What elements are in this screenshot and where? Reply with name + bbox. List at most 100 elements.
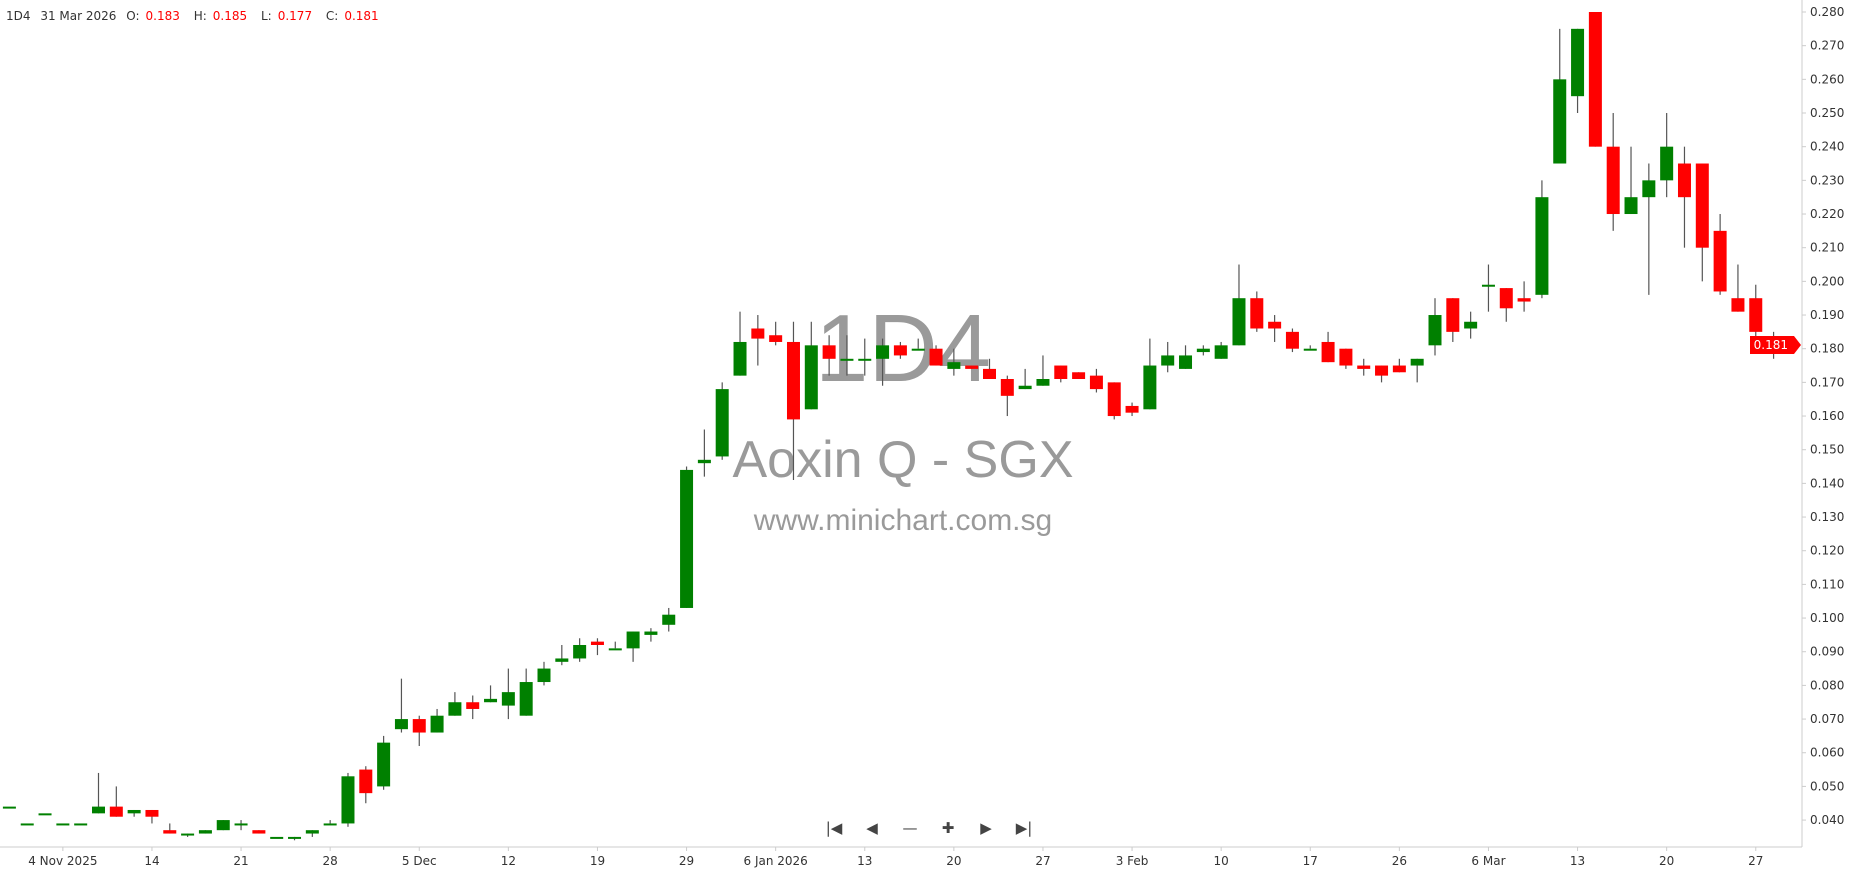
- candle-up: [394, 719, 408, 730]
- x-tick-label: 13: [857, 854, 872, 868]
- candle-up: [127, 809, 141, 814]
- x-tick-label: 10: [1214, 854, 1229, 868]
- y-tick-label: 0.210: [1810, 241, 1844, 255]
- candle-up: [715, 389, 729, 457]
- candle-down: [1339, 348, 1353, 366]
- candle-up: [448, 702, 462, 716]
- x-tick-label: 27: [1035, 854, 1050, 868]
- candle-down: [1517, 298, 1531, 302]
- y-tick-label: 0.150: [1810, 443, 1844, 457]
- candle-up: [1642, 180, 1656, 198]
- candle-down: [1000, 379, 1014, 396]
- prev-icon[interactable]: ◀: [866, 819, 878, 837]
- x-tick-label: 5 Dec: [402, 854, 437, 868]
- watermark-site: www.minichart.com.sg: [753, 504, 1053, 537]
- candle-up: [1428, 315, 1442, 346]
- last-icon[interactable]: ▶|: [1015, 819, 1033, 837]
- y-tick-label: 0.050: [1810, 779, 1844, 793]
- candle-up: [608, 648, 622, 651]
- close-label: C:: [325, 9, 339, 23]
- next-icon[interactable]: ▶: [980, 819, 992, 837]
- x-tick-label: 6 Jan 2026: [744, 854, 808, 868]
- candle-down: [359, 769, 373, 794]
- candle-up: [1143, 365, 1157, 410]
- interval-label: 1D4: [6, 9, 31, 23]
- candle-down: [929, 348, 943, 366]
- candle-down: [145, 809, 159, 817]
- y-tick-label: 0.220: [1810, 207, 1844, 221]
- candle-up: [573, 644, 587, 659]
- low-label: L:: [260, 9, 272, 23]
- candle-up: [2, 806, 16, 809]
- candle-down: [822, 345, 836, 359]
- y-tick-label: 0.080: [1810, 678, 1844, 692]
- candle-up: [234, 823, 248, 826]
- candle-up: [858, 358, 872, 361]
- candle-up: [270, 836, 284, 839]
- candle-down: [769, 335, 783, 342]
- last-price-tag: 0.181: [1749, 336, 1802, 355]
- candle-up: [1535, 197, 1549, 295]
- x-tick-label: 6 Mar: [1471, 854, 1505, 868]
- y-tick-label: 0.280: [1810, 5, 1844, 19]
- candle-up: [662, 614, 676, 625]
- candle-down: [1375, 365, 1389, 376]
- x-tick-label: 12: [501, 854, 516, 868]
- open-value: 0.183: [145, 9, 180, 23]
- candle-up: [181, 833, 195, 836]
- candle-up: [1161, 355, 1175, 366]
- candle-up: [1660, 146, 1674, 181]
- y-tick-label: 0.060: [1810, 746, 1844, 760]
- candle-up: [680, 469, 694, 608]
- candle-up: [537, 668, 551, 683]
- candle-down: [163, 830, 177, 834]
- high-value: 0.185: [212, 9, 248, 23]
- candle-up: [323, 823, 337, 826]
- y-tick-label: 0.270: [1810, 39, 1844, 53]
- y-tick-label: 0.100: [1810, 611, 1844, 625]
- candle-up: [626, 631, 640, 649]
- bar-date: 31 Mar 2026: [40, 9, 117, 23]
- y-tick-label: 0.040: [1810, 813, 1844, 827]
- candle-down: [1250, 298, 1264, 329]
- y-tick-label: 0.250: [1810, 106, 1844, 120]
- candle-up: [20, 823, 34, 826]
- candle-down: [965, 365, 979, 369]
- candle-down: [893, 345, 907, 356]
- chart-navigation: |◀ ◀ — ✚ ▶ ▶|: [822, 818, 1036, 838]
- x-tick-label: 17: [1303, 854, 1318, 868]
- candle-up: [876, 345, 890, 359]
- candle-up: [1179, 355, 1193, 369]
- y-tick-label: 0.200: [1810, 274, 1844, 288]
- y-tick-label: 0.160: [1810, 409, 1844, 423]
- candle-down: [1107, 382, 1121, 417]
- candle-up: [501, 692, 515, 706]
- candle-up: [1303, 348, 1317, 351]
- x-tick-label: 21: [233, 854, 248, 868]
- x-tick-label: 20: [1659, 854, 1674, 868]
- candle-up: [1018, 385, 1032, 390]
- candle-down: [1357, 365, 1371, 369]
- candle-up: [519, 682, 533, 716]
- plus-icon[interactable]: ✚: [941, 819, 955, 837]
- y-tick-label: 0.140: [1810, 476, 1844, 490]
- candle-down: [109, 806, 123, 817]
- y-tick-label: 0.180: [1810, 342, 1844, 356]
- y-tick-label: 0.110: [1810, 577, 1844, 591]
- candle-up: [1036, 379, 1050, 386]
- x-tick-label: 20: [946, 854, 961, 868]
- y-tick-label: 0.240: [1810, 140, 1844, 154]
- candle-up: [1196, 348, 1210, 353]
- candle-down: [1268, 321, 1282, 329]
- candle-up: [1410, 358, 1424, 366]
- first-icon[interactable]: |◀: [825, 819, 843, 837]
- candle-up: [92, 806, 105, 814]
- candle-up: [840, 358, 854, 361]
- candle-up: [911, 348, 925, 351]
- candle-down: [1606, 146, 1620, 215]
- candle-up: [430, 715, 444, 733]
- x-tick-label: 19: [590, 854, 605, 868]
- candle-down: [1054, 365, 1068, 380]
- minus-icon[interactable]: —: [902, 819, 918, 837]
